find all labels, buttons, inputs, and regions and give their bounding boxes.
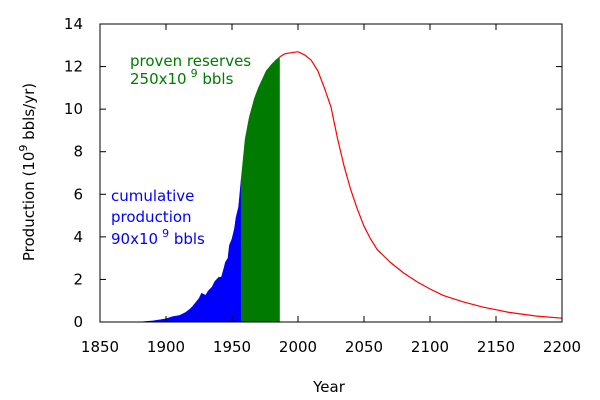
cumulative-unit: bbls — [169, 230, 205, 248]
data-areas — [139, 56, 280, 323]
proven-reserves-area — [240, 56, 280, 323]
x-tick-label: 1900 — [147, 338, 185, 356]
data-lines — [279, 51, 563, 319]
plot-frame — [99, 23, 563, 323]
projection-line — [279, 51, 563, 319]
y-axis-label: Production (109 bbls/yr) — [17, 83, 38, 261]
proven-reserves-exponent: 9 — [191, 67, 198, 80]
cumulative-line1: cumulative — [111, 187, 194, 205]
y-tick-label: 2 — [73, 270, 83, 288]
y-tick-label: 12 — [64, 58, 83, 76]
y-axis-label-unit: bbls/yr) — [20, 83, 38, 145]
y-axis-label-main: Production (10 — [20, 152, 38, 262]
x-tick-label: 2100 — [411, 338, 449, 356]
proven-reserves-annotation: proven reserves 250x10 9 bbls — [130, 52, 251, 88]
x-tick-label: 2200 — [543, 338, 581, 356]
y-tick-label: 14 — [64, 15, 83, 33]
proven-reserves-amount: 250x10 — [130, 70, 187, 88]
x-tick-label: 1950 — [213, 338, 251, 356]
proven-reserves-line2: 250x10 9 bbls — [130, 67, 234, 88]
proven-reserves-unit: bbls — [198, 70, 234, 88]
cumulative-production-area — [139, 179, 242, 323]
cumulative-line2: production — [111, 208, 192, 226]
x-tick-label: 1850 — [81, 338, 119, 356]
cumulative-line3: 90x10 9 bbls — [111, 227, 205, 248]
y-tick-label: 4 — [73, 228, 83, 246]
y-tick-label: 6 — [73, 185, 83, 203]
y-axis-label-exponent: 9 — [17, 145, 30, 152]
x-tick-label: 2150 — [477, 338, 515, 356]
y-tick-label: 10 — [64, 100, 83, 118]
x-tick-label: 2000 — [279, 338, 317, 356]
x-axis-label: Year — [312, 378, 346, 396]
x-tick-label: 2050 — [345, 338, 383, 356]
y-tick-label: 8 — [73, 143, 83, 161]
proven-reserves-line1: proven reserves — [130, 52, 251, 70]
y-tick-label: 0 — [73, 313, 83, 331]
y-axis-ticks: 0 2 4 6 8 10 12 14 — [64, 15, 562, 331]
cumulative-production-annotation: cumulative production 90x10 9 bbls — [111, 187, 205, 248]
cumulative-exponent: 9 — [162, 227, 169, 240]
x-axis-ticks: 1850 1900 1950 2000 2050 2100 2150 2200 — [81, 24, 581, 356]
cumulative-amount: 90x10 — [111, 230, 158, 248]
